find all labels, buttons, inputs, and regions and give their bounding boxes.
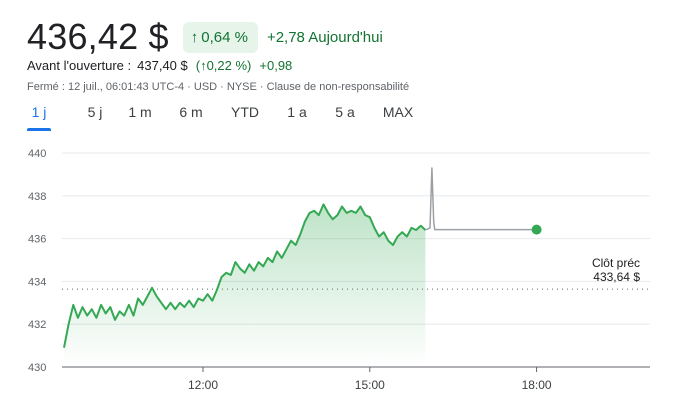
price-line	[63, 203, 427, 348]
change-percent: 0,64 %	[201, 28, 248, 46]
tab-1-day[interactable]: 1 j	[27, 104, 51, 131]
after-hours-line	[425, 167, 537, 231]
tab-6-months[interactable]: 6 m	[179, 104, 203, 120]
premarket-price: 437,40 $	[137, 58, 188, 73]
y-axis: 440 438 436 434 432 430	[28, 148, 46, 374]
x-tick-label: 18:00	[522, 378, 552, 392]
tab-5-days[interactable]: 5 j	[87, 104, 103, 120]
arrow-up-icon: ↑	[190, 28, 199, 46]
y-tick-label: 432	[28, 319, 46, 331]
y-tick-label: 440	[28, 148, 46, 160]
last-price-dot	[531, 224, 542, 235]
change-today: +2,78 Aujourd'hui	[266, 28, 383, 46]
tab-max[interactable]: MAX	[382, 104, 414, 120]
current-price: 436,42 $	[27, 16, 169, 57]
y-tick-label: 434	[28, 276, 46, 288]
y-tick-label: 436	[28, 234, 46, 246]
tab-5-years[interactable]: 5 a	[335, 104, 355, 120]
x-tick-label: 12:00	[188, 378, 218, 392]
x-axis: 12:00 15:00 18:00	[188, 367, 552, 392]
premarket-change: +0,98	[259, 58, 293, 73]
x-tick-label: 15:00	[355, 378, 385, 392]
price-chart: 440 438 436 434 432 430 Clôt préc 433,64 $ 12…	[28, 148, 650, 392]
premarket-label: Avant l'ouverture :	[27, 58, 132, 73]
premarket-percent: (↑0,22 %)	[195, 58, 252, 73]
premarket-row: Avant l'ouverture : 437,40 $ (↑0,22 %) +…	[27, 58, 292, 73]
y-tick-label: 438	[28, 191, 46, 203]
quote-meta: Fermé : 12 juil., 06:01:43 UTC-4 · USD ·…	[27, 81, 410, 93]
change-percent-badge: ↑ 0,64 %	[182, 21, 258, 53]
previous-close-value: 433,64 $	[593, 270, 640, 284]
range-tabs: 1 j 5 j 1 m 6 m YTD 1 a 5 a MAX	[27, 104, 414, 131]
tab-1-year[interactable]: 1 a	[287, 104, 307, 120]
previous-close-label: Clôt préc	[592, 256, 640, 270]
tab-1-month[interactable]: 1 m	[128, 104, 152, 120]
y-tick-label: 430	[28, 362, 46, 374]
price-area-fill	[64, 204, 426, 367]
price-header: 436,42 $ ↑ 0,64 % +2,78 Aujourd'hui	[27, 14, 383, 60]
tab-ytd[interactable]: YTD	[231, 104, 259, 120]
